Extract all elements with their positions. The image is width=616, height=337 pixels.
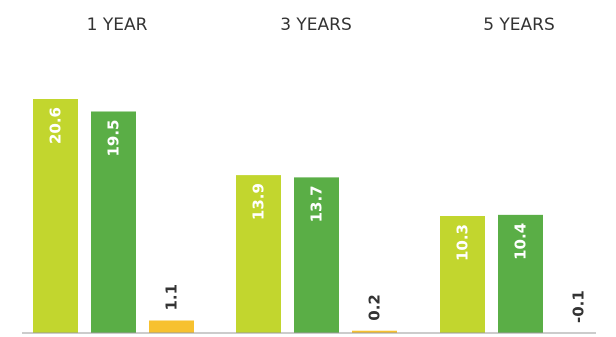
category-label-1-year: 1 YEAR xyxy=(87,15,148,35)
category-label-5-years: 5 YEARS xyxy=(483,15,555,35)
category-label-3-years: 3 YEARS xyxy=(280,15,352,35)
value-label-s2-c2: 13.7 xyxy=(308,185,326,222)
value-label-s2-c1: 19.5 xyxy=(105,119,123,156)
bar-s2-c3 xyxy=(498,214,543,333)
bar-s1-c2 xyxy=(236,175,281,333)
value-label-s3-c3: -0.1 xyxy=(570,290,588,323)
value-label-s2-c3: 10.4 xyxy=(512,223,530,260)
value-label-s1-c2: 13.9 xyxy=(250,183,268,220)
value-label-s3-c2: 0.2 xyxy=(366,294,384,321)
bar-s2-c2 xyxy=(294,177,339,333)
bar-s3-c1 xyxy=(149,320,194,333)
bars-layer xyxy=(33,99,543,333)
bar-s1-c3 xyxy=(440,216,485,333)
value-label-s3-c1: 1.1 xyxy=(163,284,181,311)
bar-s2-c1 xyxy=(91,111,136,333)
value-label-s1-c3: 10.3 xyxy=(454,224,472,261)
value-label-s1-c1: 20.6 xyxy=(47,107,65,144)
category-labels: 1 YEAR 3 YEARS 5 YEARS xyxy=(87,15,555,35)
bar-s3-c2 xyxy=(352,330,397,333)
bar-s1-c1 xyxy=(33,99,78,333)
value-labels-layer: 20.6 13.9 10.3 19.5 13.7 10.4 1.1 0.2 -0.1 xyxy=(47,107,588,323)
